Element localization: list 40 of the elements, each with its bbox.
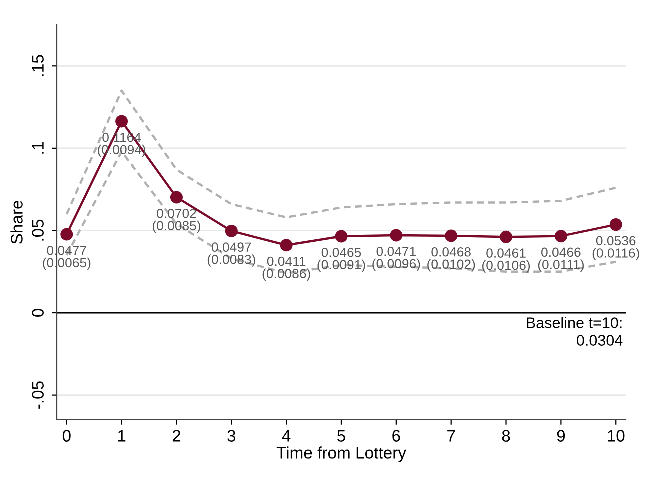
annotation: Baseline t=10: 0.0304	[527, 317, 623, 346]
point	[116, 115, 128, 128]
point	[225, 224, 238, 238]
data-label: 0.0465 (0.0091)	[318, 248, 366, 272]
x-tick-label: 2	[172, 430, 181, 442]
x-tick-label: 8	[502, 430, 510, 442]
point	[554, 230, 568, 243]
y-tick-label: 0	[32, 309, 44, 318]
point	[390, 229, 403, 242]
data-label: 0.0466 (0.0111)	[538, 248, 584, 272]
x-tick-label: 1	[118, 430, 126, 442]
x-tick-label: 5	[338, 430, 346, 442]
point	[445, 230, 458, 242]
x-tick-label: 0	[62, 430, 71, 442]
y-tick-label: .05	[32, 220, 44, 241]
x-tick-label: 7	[448, 430, 456, 442]
x-axis-title: Time from Lottery	[276, 446, 406, 462]
x-tick-label: 6	[392, 430, 400, 442]
x-tick-label: 10	[608, 430, 625, 442]
x-tick-label: 9	[557, 430, 566, 442]
point	[610, 218, 622, 232]
y-tick-label: -.05	[32, 382, 44, 409]
data-label: 0.0702 (0.0085)	[152, 208, 200, 234]
data-label: 0.0411 (0.0086)	[262, 256, 310, 282]
data-label: 0.0471 (0.0096)	[372, 246, 420, 272]
data-label: 0.0468 (0.0102)	[428, 247, 476, 272]
line-series	[66, 90, 618, 219]
point	[335, 230, 348, 243]
point	[500, 230, 513, 244]
y-axis-title: Share	[10, 201, 23, 244]
x-tick-label: 4	[282, 430, 291, 442]
point	[170, 191, 183, 204]
point	[60, 228, 74, 241]
x-tick-label: 3	[228, 430, 236, 442]
data-label: 0.0461 (0.0106)	[482, 248, 530, 273]
point	[280, 239, 293, 252]
y-tick-label: .1	[32, 142, 44, 154]
data-label: 0.0497 (0.0083)	[208, 242, 256, 267]
data-label: 0.0536 (0.0116)	[592, 236, 640, 261]
y-tick-label: .15	[32, 55, 44, 76]
